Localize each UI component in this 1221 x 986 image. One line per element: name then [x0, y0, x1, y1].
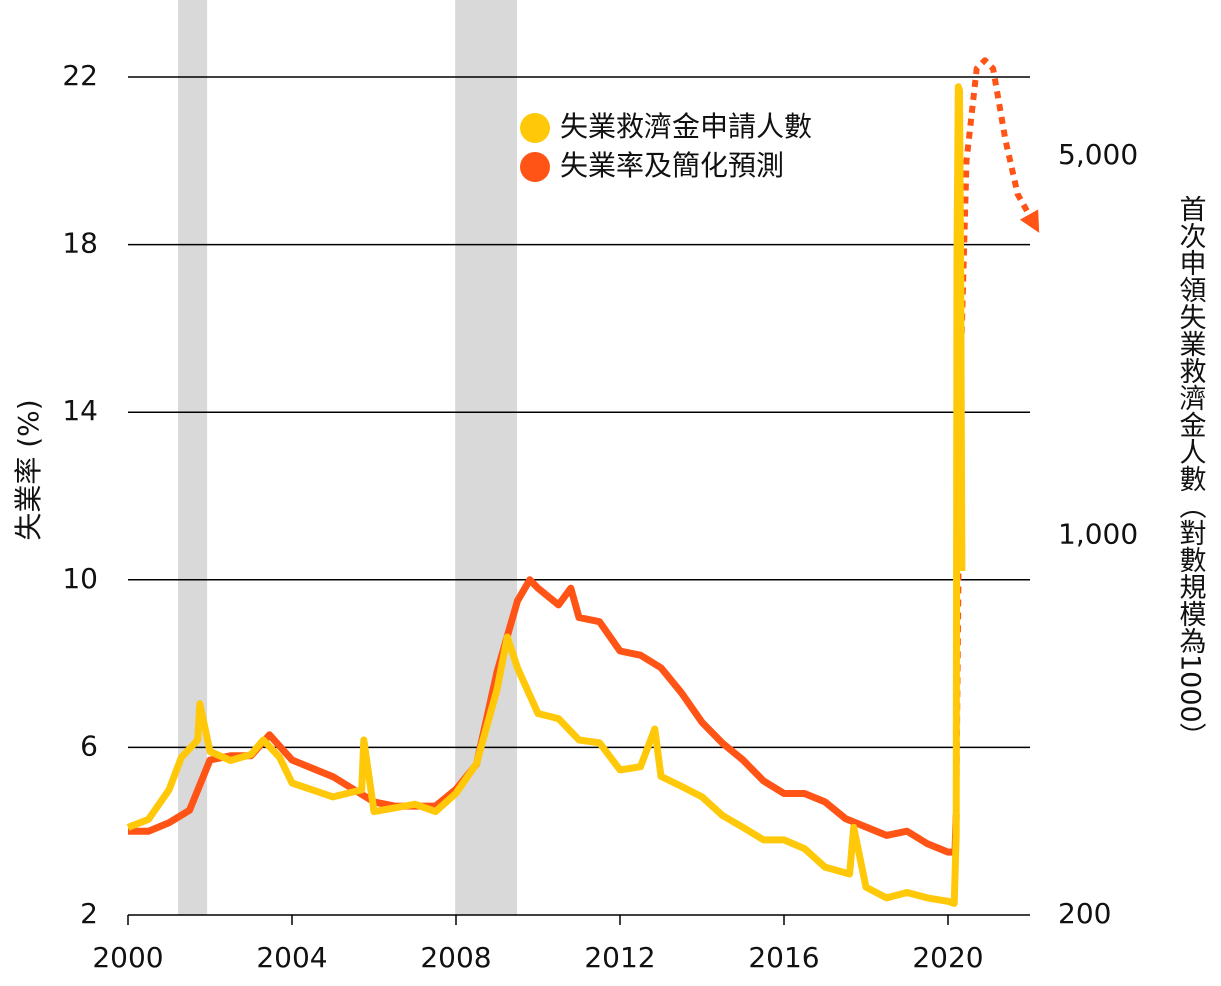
x-tick-label: 2004	[256, 941, 327, 974]
legend-label: 失業救濟金申請人數	[560, 110, 812, 143]
y2-tick-label: 1,000	[1058, 517, 1138, 550]
series-line	[128, 576, 960, 856]
legend-marker	[520, 113, 550, 143]
y2-tick-label: 200	[1058, 897, 1111, 930]
legend-label: 失業率及簡化預測	[560, 149, 784, 182]
y2-axis-label: 首次申領失業救濟金人數（對數規模為1000）	[1175, 195, 1207, 750]
y2-tick-label: 5,000	[1058, 138, 1138, 171]
y-tick-label: 2	[80, 897, 98, 930]
series-line	[126, 83, 966, 907]
x-tick-label: 2020	[912, 941, 983, 974]
x-tick-label: 2012	[584, 941, 655, 974]
y-tick-label: 6	[80, 729, 98, 762]
recession-band	[455, 0, 518, 915]
y-axis-label: 失業率 (%)	[12, 399, 45, 540]
y-tick-label: 18	[62, 227, 98, 260]
y-tick-label: 22	[62, 59, 98, 92]
y-tick-label: 14	[62, 394, 98, 427]
legend-marker	[520, 152, 550, 182]
x-tick-label: 2008	[420, 941, 491, 974]
x-tick-label: 2000	[92, 941, 163, 974]
forecast-line	[953, 57, 1040, 815]
x-tick-label: 2016	[748, 941, 819, 974]
y-tick-label: 10	[62, 562, 98, 595]
